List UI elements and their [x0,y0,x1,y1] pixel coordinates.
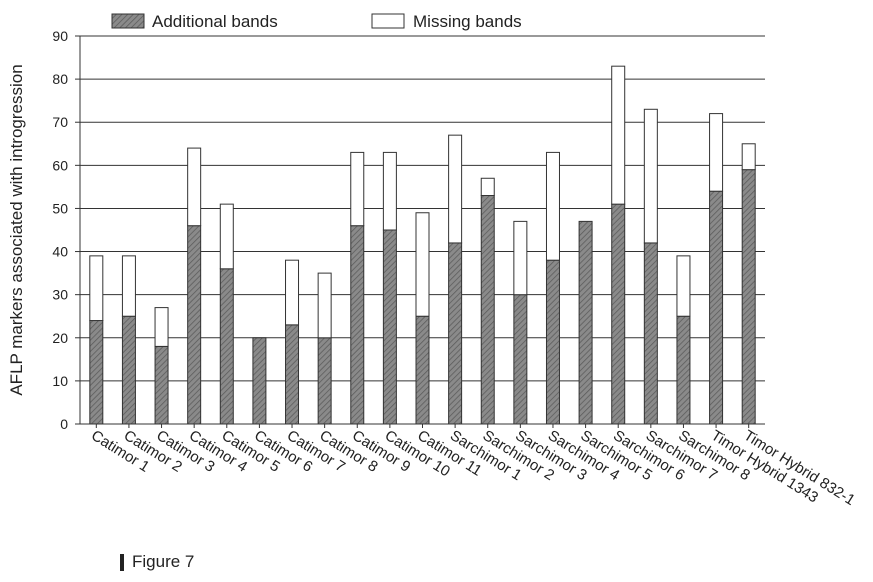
bar-additional-bands [676,315,691,425]
bar-additional-bands [611,203,626,425]
bar-missing-bands [513,220,528,296]
bar-additional-bands [448,242,463,425]
y-tick-label: 0 [60,416,68,432]
y-tick-label: 50 [52,200,68,216]
y-tick-label: 20 [52,330,68,346]
bar-additional-bands [545,259,560,425]
bar-additional-bands [350,225,365,425]
y-tick-label: 80 [52,71,68,87]
bar-missing-bands [480,177,495,197]
bar-additional-bands [154,345,169,425]
bars [89,65,756,425]
bar-missing-bands [89,255,104,322]
figure-caption: Figure 7 [120,552,194,572]
y-tick-label: 30 [52,287,68,303]
bar-missing-bands [448,134,463,244]
legend-label-missing-bands: Missing bands [413,12,522,31]
bar-missing-bands [611,65,626,205]
bar-additional-bands [415,315,430,425]
bar-missing-bands [219,203,234,270]
bar-missing-bands [382,151,397,231]
legend-label-additional-bands: Additional bands [152,12,278,31]
y-tick-label: 70 [52,114,68,130]
legend-swatch-missing-bands [371,13,405,29]
bar-additional-bands [252,337,267,425]
legend: Additional bands Missing bands [111,12,522,31]
bar-missing-bands [121,255,136,317]
bar-missing-bands [285,259,300,326]
bar-missing-bands [187,147,202,227]
bar-additional-bands [513,294,528,425]
bar-additional-bands [89,320,104,425]
bar-additional-bands [382,229,397,425]
bar-additional-bands [578,220,593,425]
bar-additional-bands [285,324,300,425]
bar-additional-bands [709,190,724,425]
bar-additional-bands [741,169,756,425]
bar-additional-bands [187,225,202,425]
y-tick-label: 90 [52,28,68,44]
bar-missing-bands [415,212,430,317]
y-tick-label: 10 [52,373,68,389]
figure-caption-text: Figure 7 [132,552,195,571]
bar-missing-bands [545,151,560,261]
caption-marker [120,553,124,571]
y-tick-label: 60 [52,157,68,173]
bar-missing-bands [741,143,756,171]
bar-additional-bands [219,268,234,425]
y-tick-label: 40 [52,244,68,260]
bar-missing-bands [350,151,365,227]
legend-swatch-additional-bands [111,13,145,29]
bar-additional-bands [121,315,136,425]
bar-missing-bands [643,108,658,244]
bar-additional-bands [317,337,332,425]
bar-missing-bands [317,272,332,339]
bar-additional-bands [480,195,495,425]
bar-missing-bands [676,255,691,317]
bar-additional-bands [643,242,658,425]
bar-missing-bands [709,113,724,192]
bar-missing-bands [154,307,169,347]
y-axis-title: AFLP markers associated with introgressi… [7,64,26,395]
